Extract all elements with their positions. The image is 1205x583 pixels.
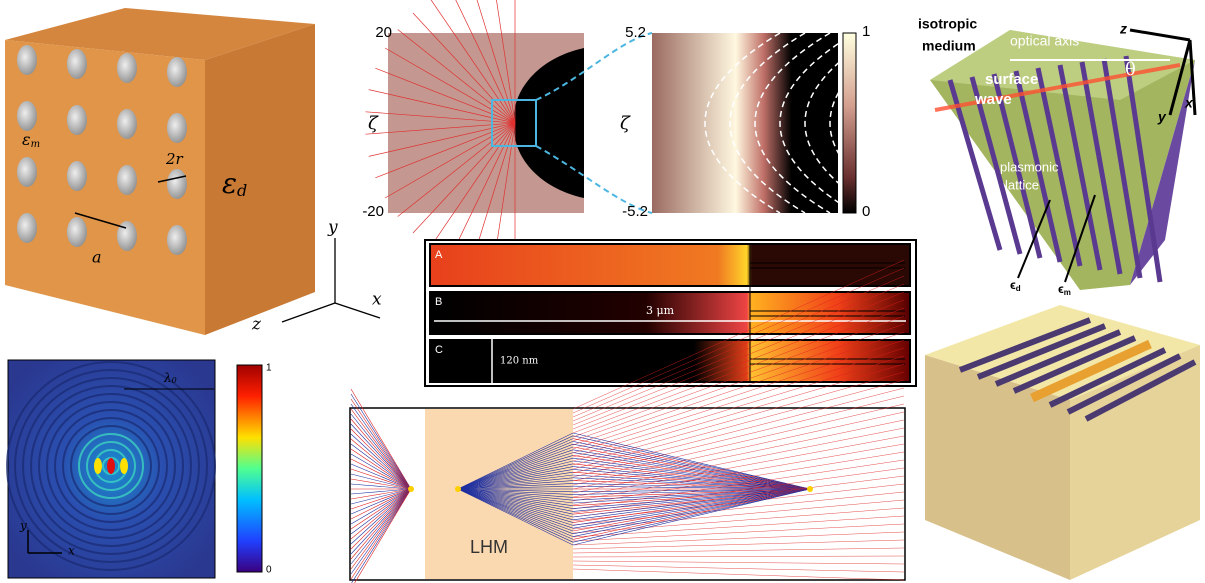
hole bbox=[167, 169, 187, 199]
hole bbox=[17, 101, 37, 131]
focus bbox=[408, 486, 414, 492]
label: ϵd bbox=[1010, 278, 1021, 293]
label: plasmonic bbox=[1000, 159, 1059, 174]
hotspot bbox=[94, 458, 102, 474]
label: 2r bbox=[165, 150, 184, 168]
hole bbox=[167, 57, 187, 87]
tick-label: 1 bbox=[266, 363, 272, 374]
label: medium bbox=[922, 38, 976, 54]
hole bbox=[117, 109, 137, 139]
tick-label: 5.2 bbox=[625, 24, 646, 41]
axis-label: z bbox=[251, 315, 262, 335]
hole bbox=[67, 161, 87, 191]
zeta-panel: 20 -20 ζ 5.2 -5.2 ζ 1 0 bbox=[362, 0, 905, 273]
label: optical axis bbox=[1010, 33, 1079, 49]
axis-label: y bbox=[327, 218, 338, 238]
label: ϵm bbox=[1058, 282, 1071, 297]
hole bbox=[67, 105, 87, 135]
label: lattice bbox=[1005, 177, 1039, 192]
height-label: 120 nm bbox=[500, 356, 539, 367]
row-label: A bbox=[435, 249, 443, 261]
axis-label: z bbox=[1119, 21, 1127, 37]
length-label: 3 μm bbox=[646, 304, 675, 317]
label: a bbox=[92, 248, 102, 267]
colorbar bbox=[843, 33, 856, 213]
axis-label: x bbox=[372, 290, 382, 310]
hole bbox=[167, 225, 187, 255]
row-label: B bbox=[435, 296, 442, 308]
label: wave bbox=[974, 91, 1012, 108]
tick-label: 0 bbox=[266, 565, 272, 576]
hole bbox=[67, 217, 87, 247]
hole bbox=[167, 113, 187, 143]
tick-label: -5.2 bbox=[622, 203, 648, 220]
tick-label: 1 bbox=[862, 23, 870, 40]
hole bbox=[117, 165, 137, 195]
field-strip bbox=[430, 244, 910, 286]
axis-label: ζ bbox=[368, 113, 379, 134]
row-label: C bbox=[435, 344, 443, 356]
hotspot bbox=[107, 458, 115, 474]
waveguide-panel: A B C 3 μm 120 nm bbox=[425, 240, 916, 386]
focus bbox=[807, 486, 813, 492]
hole bbox=[17, 213, 37, 243]
hole bbox=[17, 45, 37, 75]
label: isotropic bbox=[918, 16, 977, 32]
axis-label: y bbox=[19, 519, 27, 533]
focus bbox=[455, 486, 461, 492]
cube-panel: εm 2r a εd y x z bbox=[5, 8, 382, 335]
tick-label: 0 bbox=[862, 203, 870, 220]
hotspot bbox=[120, 458, 128, 474]
tick-label: -20 bbox=[362, 203, 384, 220]
heatmap bbox=[652, 33, 838, 213]
prism-panel: isotropic medium optical axis θ surface … bbox=[918, 16, 1195, 297]
hole bbox=[17, 157, 37, 187]
axis-label: y bbox=[1157, 109, 1167, 125]
field-panel: λ0 1 0 y x bbox=[7, 360, 272, 578]
axis-label: x bbox=[68, 544, 75, 558]
axis-label: x bbox=[1184, 95, 1194, 111]
hole bbox=[117, 53, 137, 83]
colorbar bbox=[237, 365, 262, 572]
figure: εm 2r a εd y x z 20 -20 ζ 5.2 -5.2 ζ 1 0… bbox=[0, 0, 1205, 583]
axis-label: ζ bbox=[620, 113, 631, 134]
label: θ bbox=[1125, 59, 1136, 80]
block-panel bbox=[925, 305, 1200, 580]
slab-label: LHM bbox=[470, 537, 508, 557]
hole bbox=[67, 49, 87, 79]
arc bbox=[830, 33, 905, 213]
tick-label: 20 bbox=[375, 24, 392, 41]
label: surface bbox=[985, 71, 1038, 88]
